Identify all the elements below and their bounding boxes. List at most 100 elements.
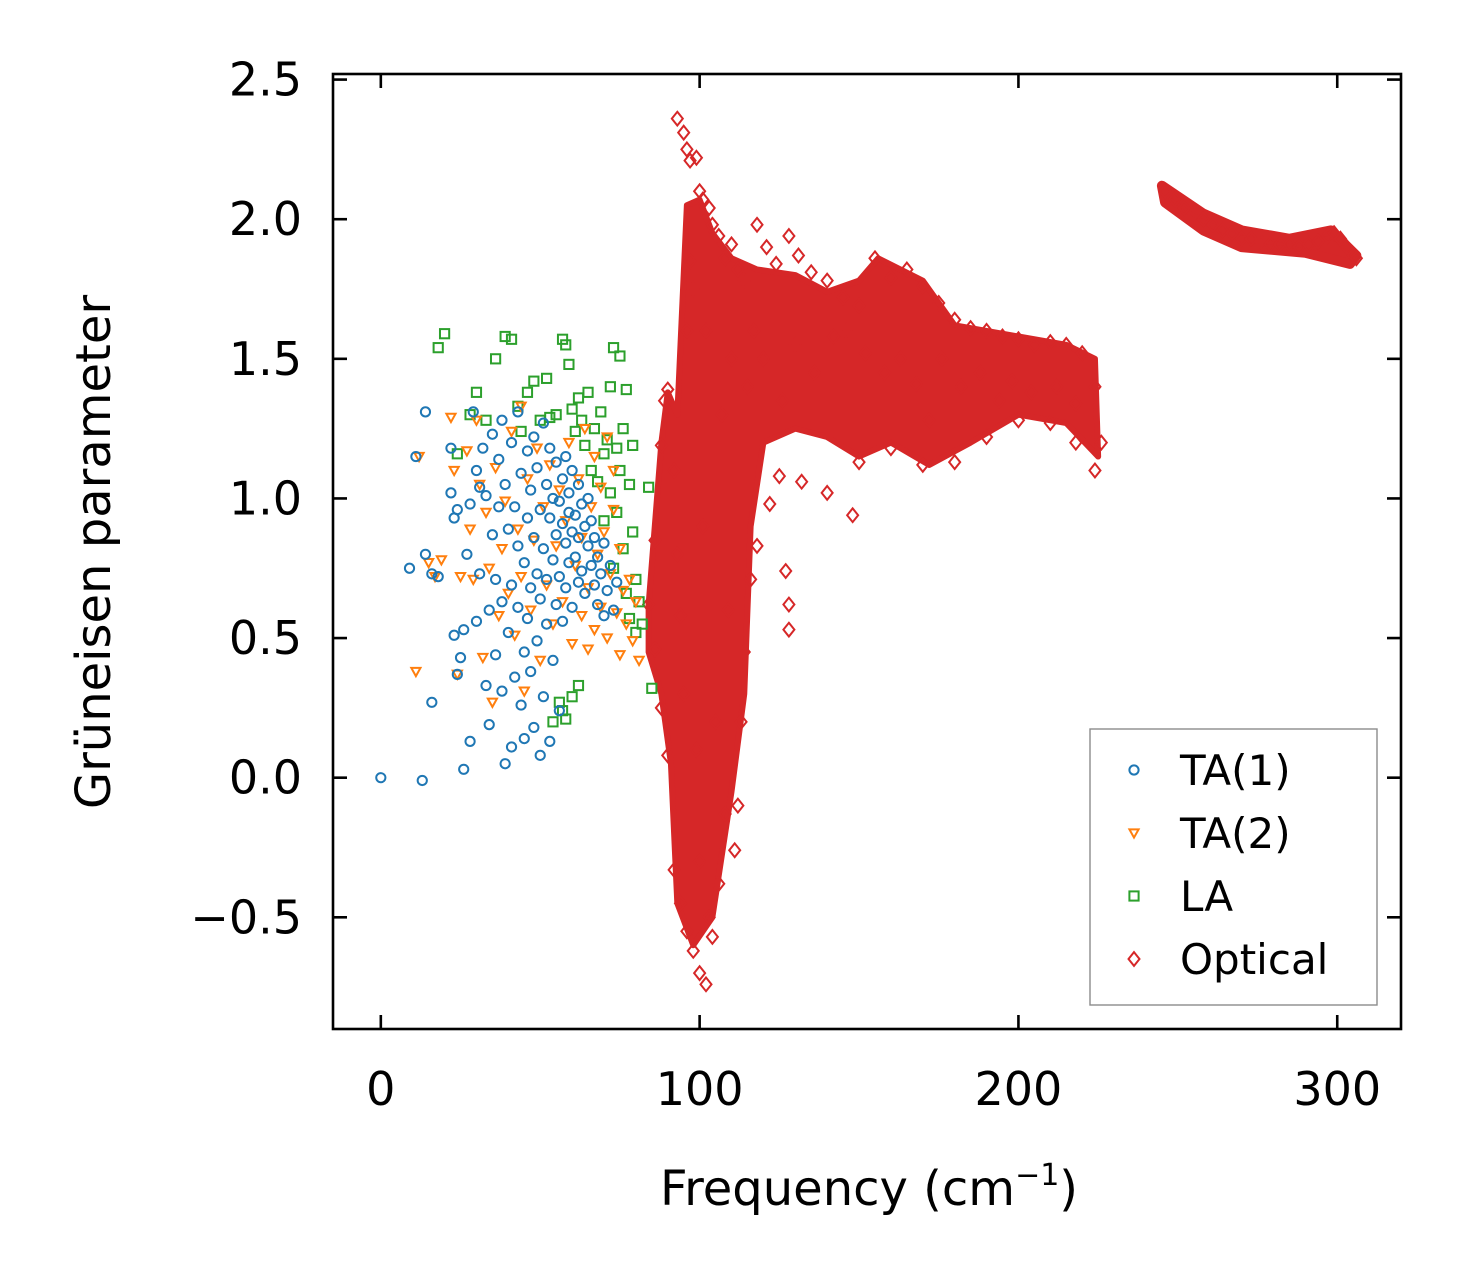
data-point [489,353,502,365]
plot-frame [331,72,1403,1031]
data-point [470,415,483,427]
data-point [922,411,936,429]
data-point [496,414,508,426]
data-point [419,406,432,418]
data-point [1320,227,1335,245]
data-point [515,467,527,479]
data-point [791,247,806,264]
x-tick-label: 200 [975,1062,1063,1116]
data-point [403,562,416,574]
data-point [550,409,562,421]
data-point [683,252,697,270]
y-tick-label: 1.0 [229,471,302,525]
data-point [1167,191,1182,209]
data-point [521,474,534,486]
data-point [689,149,704,167]
data-point [877,364,892,382]
data-point [750,216,764,234]
data-point [540,580,553,592]
data-point [495,544,509,556]
data-point [595,406,607,418]
data-point [435,555,448,567]
legend-label: Optical [1180,935,1328,984]
data-point [702,199,716,217]
data-point [560,582,572,594]
data-point [451,504,463,516]
series-ta-1 [375,406,623,787]
data-point [534,504,546,516]
data-point [572,679,585,692]
data-point [601,434,613,446]
data-point [572,478,585,491]
data-point [556,517,569,530]
data-point [591,549,604,561]
data-point [992,392,1007,410]
data-point [502,588,515,601]
data-point [512,540,524,552]
data-point [489,573,502,586]
data-point [836,288,850,306]
data-point [480,490,492,502]
data-point [505,741,518,753]
data-point [1088,378,1102,396]
data-point [839,322,854,340]
data-point [623,478,636,491]
data-point [1011,411,1026,429]
data-point [1206,216,1220,234]
data-point [692,852,707,870]
data-point [496,596,508,608]
data-point [461,548,473,560]
data-point [598,537,610,549]
data-point [509,671,521,683]
data-point [582,386,594,398]
data-point [1094,434,1109,452]
data-point [541,573,553,586]
data-point [1253,233,1268,251]
data-point [521,512,534,524]
data-point [893,350,908,368]
data-point [686,280,701,298]
legend-box [1089,728,1378,1006]
data-point [470,464,483,477]
data-point [463,524,477,536]
data-point [689,741,704,759]
data-point [514,571,528,584]
data-point [474,481,486,493]
data-point [559,516,573,528]
data-point [660,746,675,764]
data-point [476,652,490,665]
data-point [541,618,553,630]
x-tick-label: 300 [1293,1062,1381,1116]
data-point [673,894,688,912]
data-point [705,216,720,234]
data-point [486,428,499,440]
data-point [667,861,681,879]
data-point [460,446,474,458]
data-point [553,495,565,507]
data-point [705,928,720,946]
data-point [528,375,540,387]
data-point [560,537,572,549]
data-point [718,249,732,267]
legend-entry: Optical [1127,935,1328,984]
data-point [562,437,576,450]
data-point [432,342,444,354]
data-point [458,763,470,775]
data-point [979,322,994,340]
data-point [533,655,547,668]
data-point [524,605,537,617]
data-point [556,473,569,485]
x-tick-label: 100 [656,1062,744,1116]
data-point [601,584,613,597]
data-point [769,255,783,273]
data-point [1069,434,1083,452]
data-point [616,585,630,598]
data-point [1186,205,1201,223]
data-point [566,403,578,415]
optical-high-band-fill [1156,180,1362,269]
data-point [1234,230,1249,248]
data-point [553,485,566,497]
data-point [575,611,588,623]
data-point [1088,462,1102,479]
data-point [1215,221,1230,239]
